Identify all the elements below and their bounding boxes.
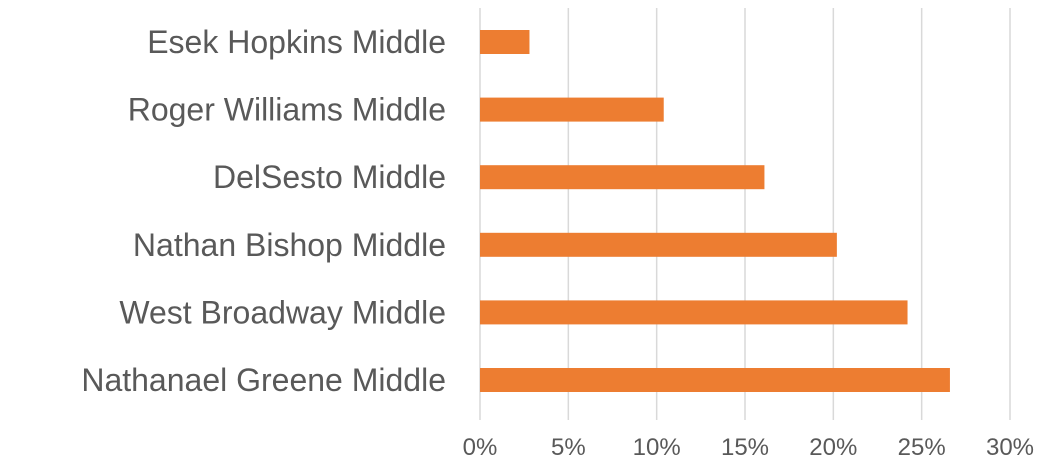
x-tick-label: 10% <box>633 434 681 461</box>
category-label: West Broadway Middle <box>119 294 446 330</box>
x-tick-label: 20% <box>809 434 857 461</box>
category-label: DelSesto Middle <box>213 159 446 195</box>
bar-roger-williams-middle <box>480 97 664 122</box>
x-tick-label: 15% <box>721 434 769 461</box>
category-labels: Esek Hopkins Middle Roger Williams Middle… <box>81 24 446 398</box>
category-label: Roger Williams Middle <box>128 92 446 128</box>
bars <box>480 30 950 392</box>
category-label: Esek Hopkins Middle <box>147 24 446 60</box>
bar-nathan-bishop-middle <box>480 232 837 257</box>
gridlines <box>479 8 1011 420</box>
x-tick-label: 0% <box>463 434 498 461</box>
x-tick-label: 30% <box>986 434 1034 461</box>
bar-esek-hopkins-middle <box>480 30 530 54</box>
x-tick-label: 25% <box>898 434 946 461</box>
x-tick-label: 5% <box>551 434 586 461</box>
category-label: Nathan Bishop Middle <box>133 227 446 263</box>
bar-west-broadway-middle <box>480 300 908 325</box>
bar-nathanael-greene-middle <box>480 368 950 392</box>
x-tick-labels: 0% 5% 10% 15% 20% 25% 30% <box>463 434 1034 461</box>
bar-delsesto-middle <box>480 165 765 190</box>
category-label: Nathanael Greene Middle <box>81 362 446 398</box>
